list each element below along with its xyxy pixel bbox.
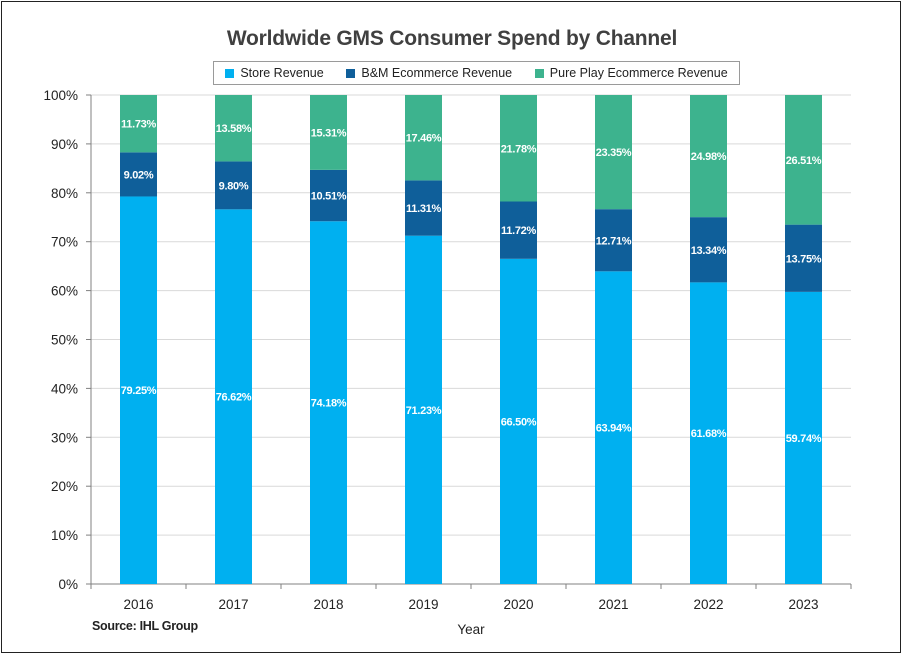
data-label: 13.34% (691, 245, 727, 257)
legend-item-bm-ecommerce: B&M Ecommerce Revenue (346, 66, 512, 80)
bar-segment (500, 258, 537, 584)
data-label: 13.58% (216, 123, 252, 135)
y-tick-label: 70% (51, 235, 78, 250)
chart-legend: Store Revenue B&M Ecommerce Revenue Pure… (213, 61, 740, 85)
y-tick-label: 40% (51, 381, 78, 396)
x-axis-title: Year (457, 622, 485, 637)
x-tick-label: 2022 (693, 597, 723, 612)
y-tick-label: 10% (51, 528, 78, 543)
data-label: 15.31% (311, 127, 347, 139)
data-label: 63.94% (596, 423, 632, 435)
x-tick-label: 2023 (788, 597, 818, 612)
data-label: 61.68% (691, 428, 727, 440)
bar-segment (785, 224, 822, 292)
bar-segment (690, 95, 727, 218)
bar-segment (690, 282, 727, 584)
legend-swatch-bm-ecommerce (346, 68, 356, 78)
y-tick-label: 60% (51, 284, 78, 299)
x-tick-label: 2016 (123, 597, 153, 612)
data-label: 24.98% (691, 151, 727, 163)
y-tick-label: 90% (51, 137, 78, 152)
bar-segment (120, 152, 157, 197)
legend-label-pure-play: Pure Play Ecommerce Revenue (549, 66, 728, 80)
bar-segment (595, 209, 632, 272)
legend-label-store: Store Revenue (240, 66, 324, 80)
bar-segment (120, 95, 157, 153)
y-tick-label: 0% (58, 577, 78, 592)
data-label: 76.62% (216, 392, 252, 404)
data-label: 59.74% (786, 433, 822, 445)
bar-segment (310, 169, 347, 222)
data-label: 11.31% (406, 203, 441, 215)
x-tick-label: 2018 (313, 597, 343, 612)
bar-segment (215, 95, 252, 162)
data-label: 13.75% (786, 253, 822, 265)
legend-swatch-pure-play (534, 68, 544, 78)
data-label: 66.50% (501, 416, 537, 428)
data-label: 21.78% (501, 143, 537, 155)
data-label: 12.71% (596, 235, 632, 247)
bar-segment (310, 221, 347, 584)
legend-swatch-store (225, 68, 235, 78)
bar-segment (785, 291, 822, 584)
bar-segment (405, 235, 442, 584)
data-label: 26.51% (786, 155, 822, 167)
bar-segment (310, 95, 347, 170)
data-label: 23.35% (596, 147, 632, 159)
data-label: 10.51% (311, 191, 347, 203)
chart-title: Worldwide GMS Consumer Spend by Channel (226, 27, 678, 50)
legend-label-bm-ecommerce: B&M Ecommerce Revenue (361, 66, 513, 80)
y-tick-label: 100% (43, 88, 78, 103)
data-label: 9.02% (124, 169, 154, 181)
data-label: 71.23% (406, 405, 442, 417)
data-label: 74.18% (311, 398, 347, 410)
data-label: 11.72% (501, 225, 536, 237)
bar-segment (405, 95, 442, 181)
bar-segment (690, 217, 727, 283)
bar-segment (215, 209, 252, 585)
x-tick-label: 2020 (503, 597, 533, 612)
bar-segment (500, 201, 537, 259)
data-label: 79.25% (121, 385, 157, 397)
bar-segment (500, 95, 537, 202)
x-tick-label: 2021 (598, 597, 628, 612)
bar-segment (785, 95, 822, 225)
data-label: 11.73% (121, 119, 156, 131)
legend-item-pure-play: Pure Play Ecommerce Revenue (534, 66, 728, 80)
bar-segment (120, 196, 157, 584)
source-note: Source: IHL Group (92, 619, 198, 633)
legend-item-store: Store Revenue (225, 66, 324, 80)
x-tick-label: 2019 (408, 597, 438, 612)
x-tick-label: 2017 (218, 597, 248, 612)
data-label: 17.46% (406, 133, 442, 145)
y-tick-label: 20% (51, 479, 78, 494)
y-tick-label: 50% (51, 333, 78, 348)
data-label: 9.80% (219, 180, 249, 192)
y-tick-label: 30% (51, 430, 78, 445)
bar-segment (405, 180, 442, 236)
bar-segment (215, 161, 252, 210)
bar-segment (595, 271, 632, 584)
y-tick-label: 80% (51, 186, 78, 201)
bar-segment (595, 95, 632, 210)
